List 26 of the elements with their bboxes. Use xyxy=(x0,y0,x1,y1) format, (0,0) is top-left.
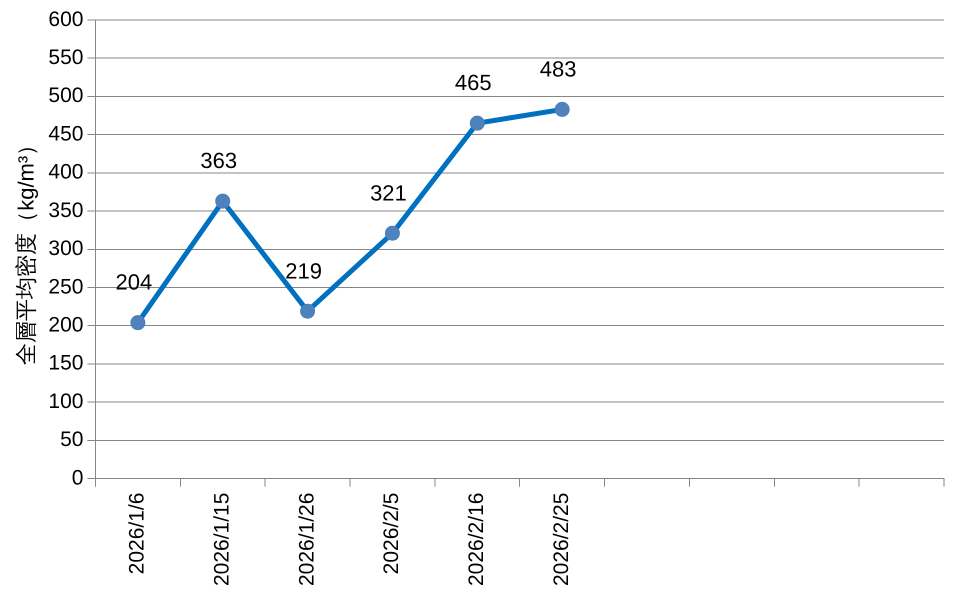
y-axis-title: 全層平均密度（kg/m³） xyxy=(13,134,38,365)
y-tick-label: 50 xyxy=(60,428,84,452)
data-label: 465 xyxy=(454,70,492,96)
data-label: 204 xyxy=(116,270,152,295)
y-tick-label: 250 xyxy=(48,275,84,298)
y-tick-label: 550 xyxy=(48,46,84,70)
x-tick-label: 2026/1/6 xyxy=(126,492,149,574)
y-tick-label: 500 xyxy=(48,84,84,108)
data-label: 219 xyxy=(285,258,322,284)
y-tick-label: 100 xyxy=(48,390,84,413)
y-tick-label: 0 xyxy=(72,466,84,490)
x-tick-label: 2026/2/25 xyxy=(550,492,573,586)
y-tick-label: 400 xyxy=(48,160,84,184)
x-tick-label: 2026/1/26 xyxy=(295,492,318,586)
x-tick-label: 2026/1/15 xyxy=(210,492,234,586)
x-tick-label: 2026/2/5 xyxy=(380,492,404,574)
y-tick-label: 350 xyxy=(48,198,84,222)
y-tick-label: 150 xyxy=(48,352,84,375)
y-tick-label: 450 xyxy=(48,122,84,146)
y-tick-label: 600 xyxy=(48,8,84,31)
x-tick-label: 2026/2/16 xyxy=(465,492,488,586)
y-tick-label: 200 xyxy=(48,314,84,337)
data-label: 363 xyxy=(200,148,238,174)
data-label: 321 xyxy=(370,180,407,206)
data-label: 483 xyxy=(540,56,577,82)
y-tick-label: 300 xyxy=(48,237,84,260)
